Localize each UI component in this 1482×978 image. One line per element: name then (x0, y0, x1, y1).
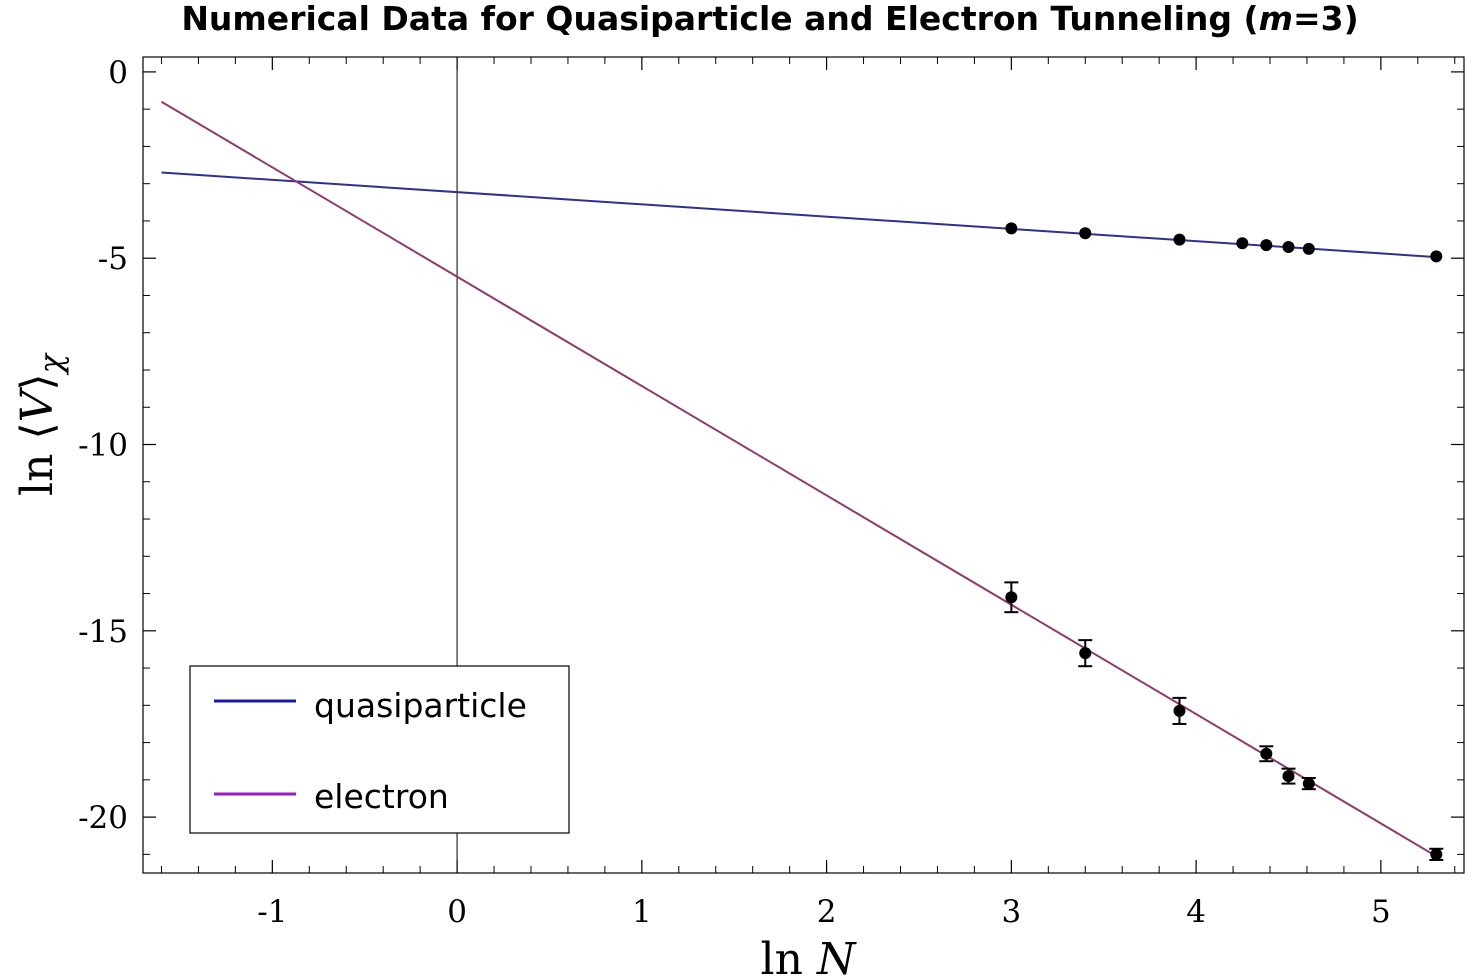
data-point-electron (1260, 747, 1273, 760)
x-tick-labels: -1 0 1 2 3 4 5 (257, 894, 1391, 930)
x-tick-label: -1 (257, 894, 287, 930)
data-point-electron (1302, 777, 1315, 790)
data-point-quasiparticle (1430, 250, 1443, 263)
data-point-electron (1079, 647, 1092, 660)
data-point-quasiparticle (1236, 237, 1249, 250)
y-axis-label-left: ⟨ (12, 422, 63, 439)
y-tick-label: -20 (78, 800, 128, 836)
fit-line-electron (160, 100, 1437, 858)
x-tick-label: 4 (1186, 894, 1206, 930)
y-tick-label: 0 (108, 55, 128, 91)
data-point-electron (1430, 848, 1443, 861)
data-point-electron (1005, 591, 1018, 604)
data-point-quasiparticle (1282, 241, 1295, 254)
y-tick-labels: 0 -5 -10 -15 -20 (78, 55, 128, 836)
major-ticks (143, 57, 1464, 873)
data-point-quasiparticle (1005, 222, 1018, 235)
legend-label-quasiparticle: quasiparticle (314, 686, 527, 725)
y-axis-label-var: V (12, 386, 63, 422)
y-tick-label: -5 (98, 241, 128, 277)
data-point-quasiparticle (1079, 227, 1092, 240)
fit-lines (160, 100, 1437, 858)
chart-title-suffix: =3) (1293, 0, 1359, 38)
x-tick-label: 0 (447, 894, 467, 930)
error-bars (1004, 581, 1444, 861)
x-tick-label: 1 (632, 894, 652, 930)
x-tick-label: 3 (1001, 894, 1021, 930)
chart-title-prefix: Numerical Data for Quasiparticle and Ele… (181, 0, 1258, 38)
minor-ticks (143, 57, 1464, 873)
x-axis-label: ln N (761, 934, 857, 978)
data-point-electron (1282, 770, 1295, 783)
data-point-quasiparticle (1173, 233, 1186, 246)
legend-box (189, 665, 570, 834)
legend: quasiparticle electron (189, 665, 570, 834)
x-tick-label: 5 (1371, 894, 1391, 930)
x-axis-label-var: N (816, 934, 857, 978)
data-point-electron (1173, 704, 1186, 717)
x-axis-label-fn: ln (761, 934, 803, 978)
data-points (1005, 222, 1443, 861)
fit-line-quasiparticle (161, 171, 1437, 259)
data-point-quasiparticle (1260, 239, 1273, 252)
y-axis-label-fn: ln (12, 454, 63, 496)
x-tick-label: 2 (817, 894, 837, 930)
plot-frame (142, 56, 1465, 874)
chart-title: Numerical Data for Quasiparticle and Ele… (181, 0, 1358, 38)
y-tick-label: -15 (78, 614, 128, 650)
y-tick-label: -10 (78, 428, 128, 464)
data-point-quasiparticle (1302, 242, 1315, 255)
y-axis-label-right: ⟩ (12, 373, 63, 390)
chart-title-var: m (1259, 0, 1293, 38)
y-axis-label: ln ⟨V⟩χ (12, 352, 70, 496)
legend-label-electron: electron (314, 777, 449, 816)
y-axis-label-sub: χ (32, 352, 70, 375)
